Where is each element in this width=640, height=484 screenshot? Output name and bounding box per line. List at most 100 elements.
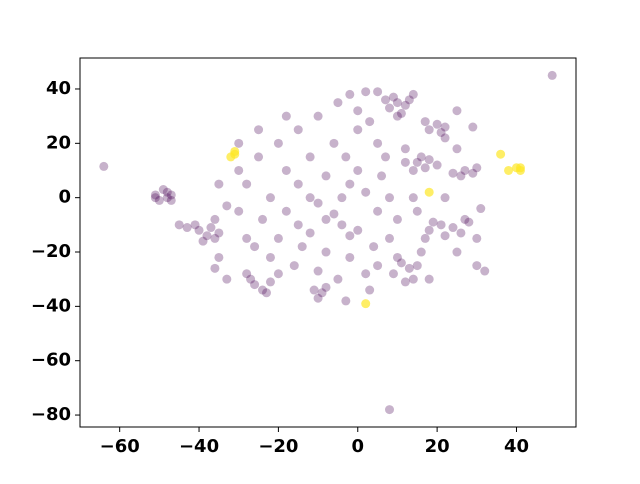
point [472,163,482,173]
point [381,152,391,162]
x-tick-label: 0 [351,436,364,457]
point [246,274,256,284]
point [385,103,395,113]
point [460,165,470,175]
point [440,133,450,143]
point [222,201,232,211]
point [436,220,446,230]
point [337,220,347,230]
point [265,193,275,203]
point [345,231,355,241]
point [273,269,283,279]
point [436,127,446,137]
point [230,146,240,156]
point [460,214,470,224]
point [377,171,387,181]
point [258,214,268,224]
point [222,274,232,284]
point [392,252,402,262]
point [313,266,323,276]
point [385,193,395,203]
y-tick-label: 20 [46,132,71,153]
plot-area [99,70,557,415]
point [361,87,371,97]
point [293,179,303,189]
point [452,144,462,154]
point [305,152,315,162]
point [456,171,466,181]
point [361,269,371,279]
point [234,206,244,216]
point [448,223,458,233]
x-tick-label: −60 [100,436,140,457]
x-tick-label: 20 [425,436,450,457]
point [158,185,168,195]
point [305,228,315,238]
point [214,252,224,262]
x-tick-label: 40 [504,436,529,457]
point [472,261,482,271]
point [515,163,525,173]
point [420,233,430,243]
point [452,247,462,257]
point [250,280,260,290]
point [210,233,220,243]
point [452,106,462,116]
axes-frame [79,57,577,428]
point [428,217,438,227]
point [420,117,430,127]
point [353,106,363,116]
point [381,95,391,105]
x-tick-label: −40 [179,436,219,457]
point [388,92,398,102]
point [99,161,109,171]
point [258,285,268,295]
point [297,242,307,252]
point [313,111,323,121]
point [313,293,323,303]
point [341,296,351,306]
point [400,157,410,167]
point [373,206,383,216]
point [392,98,402,108]
point [321,282,331,292]
point [281,165,291,175]
point [424,125,434,135]
point [424,225,434,235]
y-tick-label: −60 [31,350,71,371]
point [182,223,192,233]
point [440,193,450,203]
point [321,171,331,181]
point [416,152,426,162]
y-tick-label: 40 [46,78,71,99]
point [404,95,414,105]
point [424,187,434,197]
point [496,149,506,159]
point [242,179,252,189]
point [234,165,244,175]
point [480,266,490,276]
point [198,236,208,246]
point [385,405,395,415]
point [504,165,514,175]
point [281,111,291,121]
point [412,157,422,167]
y-tick-label: −80 [31,404,71,425]
point [265,252,275,262]
point [333,98,343,108]
point [337,193,347,203]
point [190,220,200,230]
point [202,231,212,241]
point [392,214,402,224]
point [250,242,260,252]
point [242,233,252,243]
point [373,138,383,148]
point [321,214,331,224]
point [206,223,216,233]
point [345,89,355,99]
point [440,122,450,132]
point [420,163,430,173]
point [154,195,164,205]
point [329,209,339,219]
